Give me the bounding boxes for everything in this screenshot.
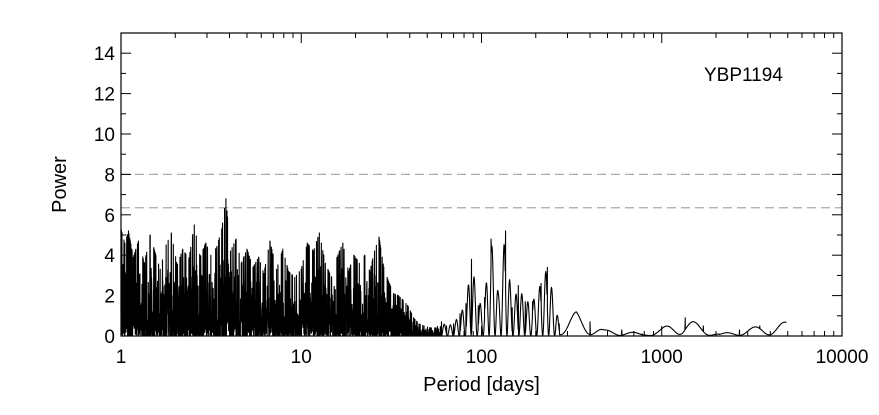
x-tick-label: 100 [466, 347, 498, 368]
star-label: YBP1194 [704, 65, 783, 86]
y-tick-label: 6 [104, 206, 115, 227]
y-tick-labels: 0 2 4 6 8 10 12 14 [94, 44, 116, 348]
x-axis-title: Period [days] [423, 374, 540, 396]
x-tick-label: 10000 [816, 347, 869, 368]
y-tick-label: 8 [104, 165, 115, 186]
x-tick-label: 10 [291, 347, 312, 368]
y-tick-label: 12 [94, 85, 115, 106]
y-tick-label: 14 [94, 44, 116, 65]
y-axis-title: Power [49, 156, 71, 213]
y-tick-label: 4 [104, 246, 115, 267]
y-tick-label: 10 [94, 125, 115, 146]
series-group [120, 198, 787, 337]
y-tick-label: 2 [104, 287, 115, 308]
x-tick-labels: 1 10 100 1000 10000 [116, 347, 869, 368]
reference-lines [121, 173, 842, 209]
y-tick-label: 0 [104, 327, 115, 348]
power-spectrum-line [120, 198, 787, 337]
x-tick-label: 1 [116, 347, 127, 368]
x-tick-label: 1000 [641, 347, 683, 368]
axis-ticks [120, 33, 843, 337]
